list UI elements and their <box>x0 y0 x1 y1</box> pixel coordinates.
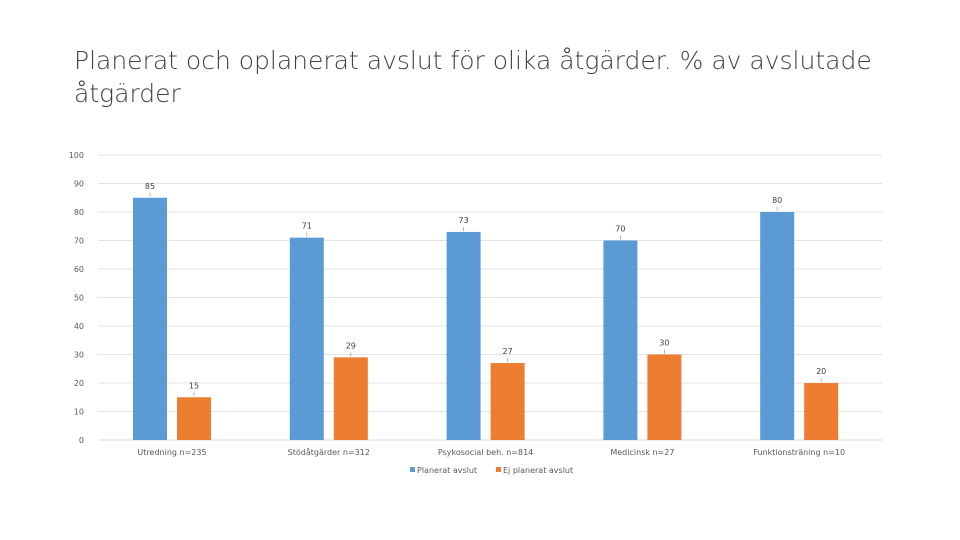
y-tick-label: 10 <box>74 408 84 417</box>
data-label: 27 <box>503 347 513 356</box>
data-label: 15 <box>189 381 199 390</box>
bar-planerat-1 <box>289 237 324 440</box>
x-category-label: Stödåtgärder n=312 <box>288 447 370 457</box>
data-label: 73 <box>459 216 469 225</box>
x-category-label: Medicinsk n=27 <box>610 448 674 457</box>
gridlines <box>98 154 882 441</box>
y-tick-label: 0 <box>79 436 84 445</box>
bar-planerat-0 <box>133 197 167 440</box>
y-tick-label: 100 <box>69 151 84 160</box>
data-labels: 85 15 71 29 73 27 70 30 80 20 <box>145 182 826 397</box>
y-tick-label: 90 <box>74 180 84 189</box>
x-category-label: Psykosocial beh. n=814 <box>438 448 533 457</box>
data-label: 29 <box>346 341 356 350</box>
bar-ej-planerat-2 <box>490 363 525 440</box>
data-label: 80 <box>772 196 782 205</box>
bar-planerat-2 <box>446 231 481 440</box>
legend: Planerat avslut Ej planerat avslut <box>410 466 573 475</box>
data-label: 71 <box>302 222 312 231</box>
data-label: 20 <box>816 367 826 376</box>
bars <box>133 197 839 440</box>
legend-swatch <box>410 467 415 472</box>
bar-planerat-4 <box>760 212 795 440</box>
y-axis: 0 10 20 30 40 50 60 70 80 90 100 <box>69 151 84 445</box>
y-tick-label: 40 <box>74 322 84 331</box>
data-label: 70 <box>615 225 625 234</box>
data-label: 30 <box>659 339 669 348</box>
x-category-label: Funktionsträning n=10 <box>753 448 845 457</box>
x-axis: Utredning n=235 Stödåtgärder n=312 Psykoso… <box>137 447 845 457</box>
y-tick-label: 20 <box>74 379 84 388</box>
y-tick-label: 50 <box>74 294 84 303</box>
y-tick-label: 70 <box>74 237 84 246</box>
legend-label: Planerat avslut <box>417 466 477 475</box>
bar-ej-planerat-4 <box>804 383 839 440</box>
bar-ej-planerat-1 <box>333 357 368 440</box>
chart-title: Planerat och oplanerat avslut för olika … <box>74 46 872 108</box>
legend-swatch <box>496 467 501 472</box>
bar-ej-planerat-3 <box>647 354 682 440</box>
bar-ej-planerat-0 <box>177 397 211 440</box>
data-label: 85 <box>145 182 155 191</box>
y-tick-label: 80 <box>74 208 84 217</box>
legend-label: Ej planerat avslut <box>503 466 573 475</box>
y-tick-label: 60 <box>74 265 84 274</box>
y-tick-label: 30 <box>74 351 84 360</box>
x-category-label: Utredning n=235 <box>137 448 206 457</box>
bar-planerat-3 <box>603 240 638 440</box>
